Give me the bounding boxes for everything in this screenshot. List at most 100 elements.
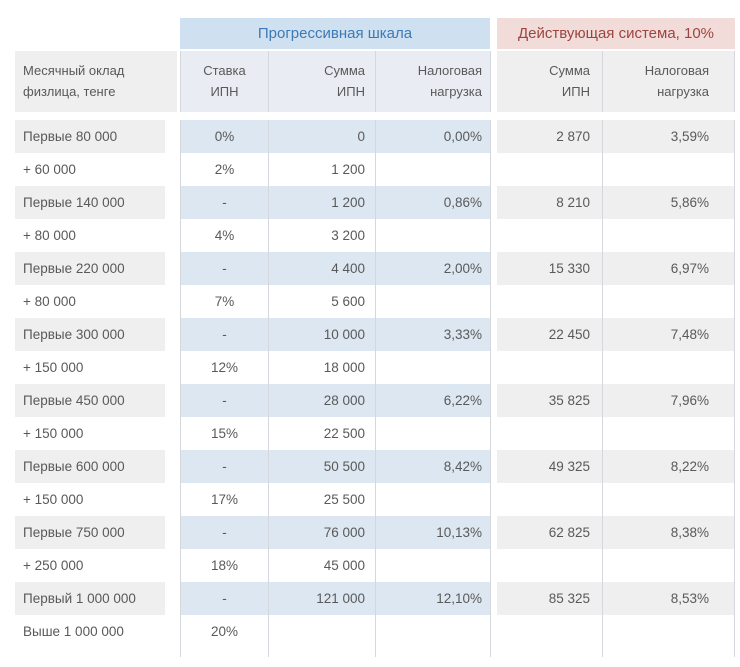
cell-salary: Первые 140 000 — [15, 186, 180, 219]
cell-current-burden — [602, 417, 735, 450]
table-row: Выше 1 000 000 20% — [15, 615, 735, 648]
table-body: Первые 80 000 0% 0 0,00% 2 870 3,59% + 60 000 2… — [15, 120, 735, 648]
table-row: Первые 450 000-28 000 6,22% 35 825 7,96% — [15, 384, 735, 417]
cell-rate: 4% — [180, 219, 268, 252]
group-header-row: Прогрессивная шкала Действующая система,… — [15, 18, 735, 51]
cell-rate: - — [180, 450, 268, 483]
cell-salary: + 80 000 — [23, 228, 76, 243]
cell-rate: - — [180, 516, 268, 549]
group-gap — [490, 351, 497, 384]
table-row: + 60 000 2% 1 200 — [15, 153, 735, 186]
group-gap — [490, 318, 497, 351]
cell-burden: 0,00% — [375, 120, 490, 153]
cell-burden — [375, 153, 490, 186]
cell-current-burden — [602, 483, 735, 516]
cell-current-sum: 62 825 — [497, 516, 602, 549]
column-header-salary: Месячный оклад физлица, тенге — [15, 51, 180, 112]
cell-current-burden: 7,48% — [602, 318, 735, 351]
cell-burden — [375, 285, 490, 318]
cell-salary: Первые 450 000 — [15, 384, 180, 417]
cell-rate: - — [180, 318, 268, 351]
cell-rate: 12% — [180, 351, 268, 384]
cell-rate: 7% — [180, 285, 268, 318]
cell-current-sum — [497, 549, 602, 582]
progressive-scale-band: Прогрессивная шкала — [180, 18, 490, 51]
cell-rate: - — [180, 582, 268, 615]
table-row: + 80 000 7% 5 600 — [15, 285, 735, 318]
cell-salary: Первые 220 000 — [15, 252, 180, 285]
cell-salary: Выше 1 000 000 — [23, 624, 124, 639]
table-row: Первые 80 000 0% 0 0,00% 2 870 3,59% — [15, 120, 735, 153]
table-tail — [15, 648, 735, 657]
cell-burden — [375, 615, 490, 648]
cell-salary: + 150 000 — [23, 492, 84, 507]
cell-burden: 3,33% — [375, 318, 490, 351]
cell-sum: 45 000 — [268, 549, 375, 582]
cell-current-burden — [602, 615, 735, 648]
column-header-row: Месячный оклад физлица, тенге Ставка ИПН… — [15, 51, 735, 112]
group-gap — [490, 153, 497, 186]
cell-current-burden — [602, 153, 735, 186]
table-row: Первые 300 000-10 000 3,33% 22 450 7,48% — [15, 318, 735, 351]
table-row: Первые 220 000-4 400 2,00% 15 330 6,97% — [15, 252, 735, 285]
group-gap — [490, 186, 497, 219]
cell-current-sum: 49 325 — [497, 450, 602, 483]
table-row: + 80 000 4% 3 200 — [15, 219, 735, 252]
group-gap — [490, 582, 497, 615]
cell-current-burden: 8,38% — [602, 516, 735, 549]
cell-current-sum: 15 330 — [497, 252, 602, 285]
cell-sum: 22 500 — [268, 417, 375, 450]
column-header-current-burden: Налоговая нагрузка — [602, 51, 735, 112]
group-gap — [490, 549, 497, 582]
cell-current-sum — [497, 417, 602, 450]
cell-current-burden — [602, 219, 735, 252]
table-row: Первые 600 000-50 500 8,42% 49 325 8,22% — [15, 450, 735, 483]
cell-salary: + 80 000 — [23, 294, 76, 309]
column-header-sum: Сумма ИПН — [268, 51, 375, 112]
cell-salary: + 250 000 — [23, 558, 84, 573]
cell-salary: + 60 000 — [23, 162, 76, 177]
cell-burden: 2,00% — [375, 252, 490, 285]
cell-sum: 25 500 — [268, 483, 375, 516]
table-row: Первый 1 000 000-121 000 12,10% 85 325 8,53… — [15, 582, 735, 615]
table-row: + 150 000 15% 22 500 — [15, 417, 735, 450]
cell-sum — [268, 615, 375, 648]
cell-salary: + 150 000 — [23, 360, 84, 375]
cell-burden: 8,42% — [375, 450, 490, 483]
tax-comparison-table: Прогрессивная шкала Действующая система,… — [15, 18, 735, 657]
cell-rate: - — [180, 252, 268, 285]
band-empty-corner — [15, 18, 180, 51]
cell-sum: 76 000 — [268, 516, 375, 549]
cell-burden: 12,10% — [375, 582, 490, 615]
cell-current-sum — [497, 483, 602, 516]
group-gap — [490, 450, 497, 483]
cell-burden — [375, 417, 490, 450]
cell-sum: 3 200 — [268, 219, 375, 252]
cell-salary: Первые 750 000 — [15, 516, 180, 549]
cell-sum: 0 — [268, 120, 375, 153]
current-system-band: Действующая система, 10% — [497, 18, 735, 51]
cell-sum: 18 000 — [268, 351, 375, 384]
cell-current-sum — [497, 351, 602, 384]
cell-current-burden — [602, 549, 735, 582]
cell-sum: 4 400 — [268, 252, 375, 285]
cell-current-burden — [602, 351, 735, 384]
cell-rate: - — [180, 186, 268, 219]
cell-sum: 50 500 — [268, 450, 375, 483]
cell-current-sum: 85 325 — [497, 582, 602, 615]
cell-current-sum: 2 870 — [497, 120, 602, 153]
column-header-rate: Ставка ИПН — [180, 51, 268, 112]
cell-current-sum: 22 450 — [497, 318, 602, 351]
header-body-spacer — [15, 112, 735, 120]
cell-burden: 0,86% — [375, 186, 490, 219]
cell-sum: 121 000 — [268, 582, 375, 615]
cell-current-burden: 3,59% — [602, 120, 735, 153]
cell-rate: 0% — [180, 120, 268, 153]
cell-current-burden: 7,96% — [602, 384, 735, 417]
table-row: Первые 750 000-76 000 10,13% 62 825 8,38% — [15, 516, 735, 549]
group-gap — [490, 516, 497, 549]
table-row: + 150 000 17% 25 500 — [15, 483, 735, 516]
cell-rate: 17% — [180, 483, 268, 516]
cell-current-burden: 6,97% — [602, 252, 735, 285]
cell-current-burden: 8,53% — [602, 582, 735, 615]
